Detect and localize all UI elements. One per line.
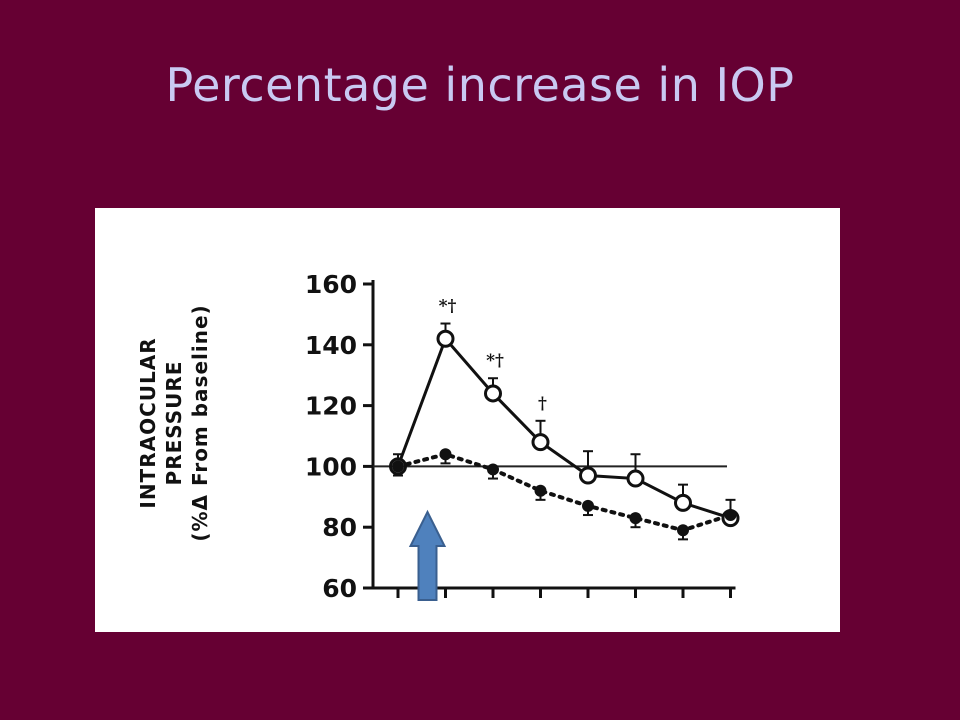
series-0-point-3 [531, 433, 550, 452]
series-1-point-5 [629, 512, 642, 525]
series-0-point-2 [484, 384, 502, 403]
series-0-point-4 [579, 466, 597, 485]
chart-figure: INTRAOCULAR PRESSURE (%Δ From baseline) … [95, 208, 840, 632]
series-1-point-1 [439, 448, 452, 461]
y-tick-label-80: 80 [322, 513, 357, 542]
y-tick-label-120: 120 [305, 392, 357, 421]
annotation-0: *† [439, 297, 457, 317]
y-tick-label-140: 140 [305, 331, 357, 360]
y-axis-label: INTRAOCULAR PRESSURE (%Δ From baseline) [136, 304, 212, 541]
series-0-point-1 [436, 329, 455, 348]
series-0-point-6 [674, 493, 692, 512]
y-axis-label-line-1: INTRAOCULAR [136, 337, 160, 508]
series-1-point-4 [582, 499, 594, 512]
annotation-2: † [538, 394, 547, 414]
up-arrow-marker [408, 509, 447, 601]
y-axis-label-line-2: PRESSURE [162, 361, 186, 486]
series-0-point-5 [626, 469, 645, 488]
series-0-line [396, 335, 731, 520]
y-tick-label-100: 100 [305, 452, 357, 481]
series-1-point-6 [677, 524, 689, 537]
series-1-point-2 [487, 463, 499, 476]
slide-title: Percentage increase in IOP [165, 58, 795, 112]
y-tick-label-60: 60 [322, 574, 357, 603]
y-tick-label-160: 160 [305, 270, 357, 299]
series-1-point-0 [392, 460, 404, 473]
series-1-point-7 [724, 509, 737, 522]
y-axis-label-line-3: (%Δ From baseline) [188, 304, 212, 541]
series-1-point-3 [534, 484, 547, 497]
iop-line-chart: INTRAOCULAR PRESSURE (%Δ From baseline) … [136, 270, 740, 603]
series-1-line [396, 452, 733, 533]
annotation-1: *† [486, 351, 504, 371]
